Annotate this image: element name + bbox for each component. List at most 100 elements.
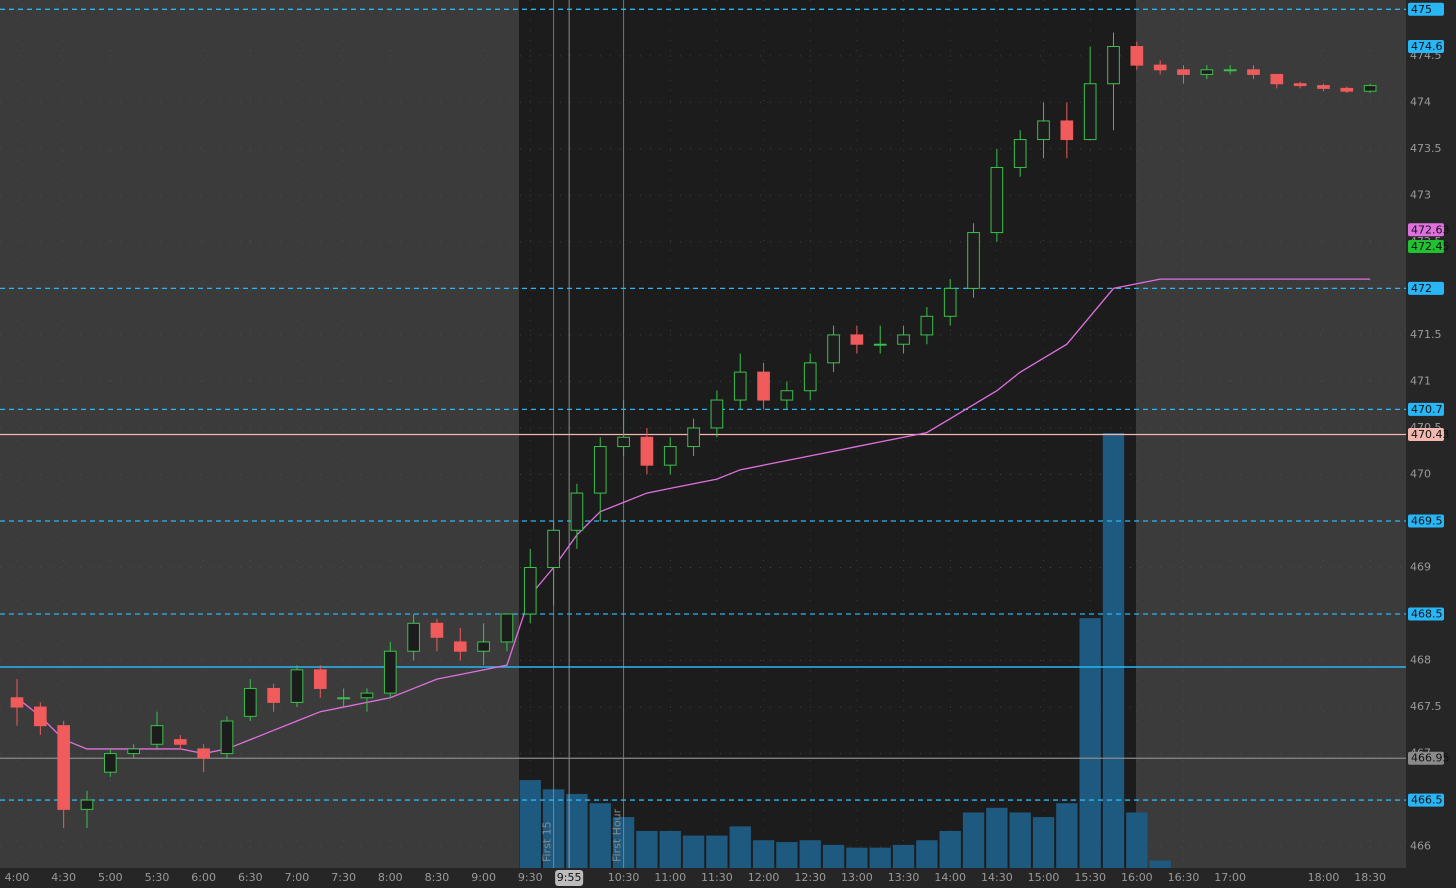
level-label-box xyxy=(1408,427,1444,441)
level-label-box xyxy=(1408,281,1444,295)
x-tick-label: 9:00 xyxy=(471,871,496,884)
volume-bar xyxy=(939,830,961,868)
candle-body xyxy=(10,697,24,708)
candle-body xyxy=(967,232,980,289)
volume-bar xyxy=(916,840,938,868)
candle-body xyxy=(780,390,794,401)
level-label: 466.5 xyxy=(1411,794,1443,807)
candle-body xyxy=(1293,83,1307,87)
level-label: 470.43 xyxy=(1411,428,1450,441)
volume-bar xyxy=(566,793,588,868)
volume-bar xyxy=(1056,803,1078,868)
price-marker-label-box xyxy=(1408,240,1444,254)
candle-body xyxy=(1363,85,1377,92)
candle-body xyxy=(360,692,374,699)
price-axis xyxy=(1406,0,1456,888)
price-marker-label: 472.45 xyxy=(1411,240,1450,253)
candle-body xyxy=(57,725,70,810)
x-tick-label: 10:30 xyxy=(608,871,640,884)
x-tick-label: 4:30 xyxy=(51,871,76,884)
x-tick-label: 13:30 xyxy=(888,871,920,884)
x-tick-label: 4:00 xyxy=(5,871,30,884)
cursor-label-box xyxy=(555,870,584,886)
candle-body xyxy=(873,343,887,346)
x-tick-label: 12:00 xyxy=(748,871,780,884)
candle-body xyxy=(1200,69,1214,75)
y-tick-label: 473.5 xyxy=(1410,142,1442,155)
x-tick-label: 15:00 xyxy=(1028,871,1060,884)
y-tick-label: 467.5 xyxy=(1410,700,1442,713)
candle-body xyxy=(850,334,864,345)
candle-body xyxy=(523,567,537,615)
candle-body xyxy=(267,687,280,703)
candle-body xyxy=(243,687,257,717)
x-tick-label: 18:30 xyxy=(1354,871,1386,884)
level-label: 472 xyxy=(1411,282,1432,295)
candle-body xyxy=(547,529,560,569)
x-tick-label: 6:00 xyxy=(191,871,216,884)
candle-body xyxy=(733,371,747,401)
candle-body xyxy=(1083,83,1097,141)
candle-body xyxy=(430,622,444,638)
volume-bar xyxy=(519,780,541,868)
volume-bar xyxy=(776,842,798,868)
x-tick-label: 14:00 xyxy=(934,871,966,884)
volume-bar xyxy=(589,803,611,868)
price-marker-label: 472.63 xyxy=(1411,223,1450,236)
candle-body xyxy=(80,799,94,810)
level-label: 469.5 xyxy=(1411,514,1443,527)
x-tick-label: 18:00 xyxy=(1308,871,1340,884)
volume-bar xyxy=(1079,618,1101,868)
x-tick-label: 11:30 xyxy=(701,871,733,884)
candle-body xyxy=(1060,120,1074,141)
x-tick-label: 11:00 xyxy=(654,871,686,884)
y-tick-label: 469 xyxy=(1410,561,1431,574)
x-tick-label: 7:30 xyxy=(331,871,356,884)
candle-body xyxy=(103,753,117,773)
volume-bar xyxy=(636,830,658,868)
volume-bar xyxy=(822,844,845,868)
volume-bar xyxy=(1102,433,1125,868)
level-label-box xyxy=(1408,2,1444,16)
candle-body xyxy=(617,436,630,448)
candle-body xyxy=(127,748,140,755)
candle-body xyxy=(1223,69,1237,72)
candle-body xyxy=(640,436,654,466)
candle-body xyxy=(1130,46,1144,66)
candle-body xyxy=(407,622,420,652)
candle-body xyxy=(220,720,234,755)
y-tick-label: 471.5 xyxy=(1410,328,1442,341)
volume-bar xyxy=(1032,817,1055,868)
candle-body xyxy=(663,446,677,466)
candle-body xyxy=(290,669,304,703)
candle-body xyxy=(453,641,467,652)
candle-body xyxy=(687,427,700,448)
y-tick-label: 474 xyxy=(1410,95,1431,108)
volume-bar xyxy=(846,847,868,868)
x-tick-label: 9:30 xyxy=(518,871,543,884)
candle-body xyxy=(570,492,584,531)
candle-body xyxy=(1013,139,1027,168)
volume-bar xyxy=(962,812,985,868)
candle-body xyxy=(197,748,210,759)
candle-body xyxy=(1247,69,1260,75)
x-tick-label: 6:30 xyxy=(238,871,263,884)
level-label-box xyxy=(1408,793,1444,807)
volume-bar xyxy=(986,807,1008,868)
x-tick-label: 14:30 xyxy=(981,871,1013,884)
candle-body xyxy=(383,650,397,694)
volume-bar xyxy=(706,835,728,868)
x-tick-label: 12:30 xyxy=(794,871,826,884)
x-tick-label: 16:30 xyxy=(1168,871,1200,884)
candle-body xyxy=(1270,73,1284,85)
x-tick-label: 7:00 xyxy=(285,871,310,884)
x-tick-label: 16:00 xyxy=(1121,871,1153,884)
volume-bar xyxy=(752,840,775,868)
x-tick-label: 8:30 xyxy=(425,871,450,884)
volume-bar xyxy=(729,826,751,868)
y-tick-label: 466 xyxy=(1410,840,1431,853)
level-label-box xyxy=(1408,514,1444,528)
candle-body xyxy=(150,725,164,745)
candle-body xyxy=(990,166,1004,234)
